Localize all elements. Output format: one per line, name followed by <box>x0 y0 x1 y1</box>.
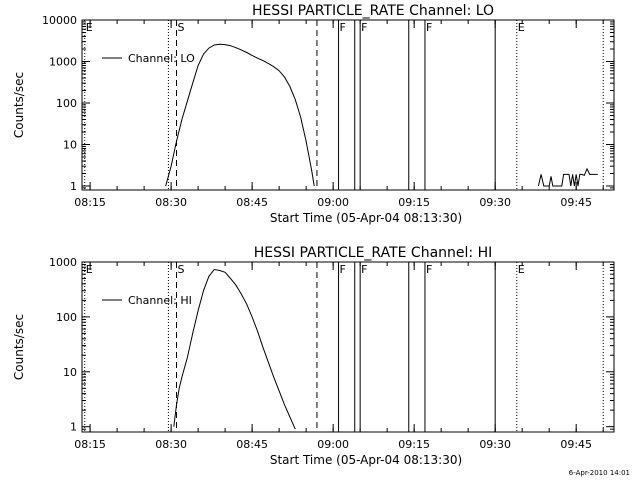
y-tick-label: 1000 <box>49 55 77 68</box>
event-marker-label: F <box>426 263 432 276</box>
x-tick-label: 09:45 <box>560 196 592 209</box>
y-tick-label: 1 <box>70 421 77 434</box>
legend-label: Channel: HI <box>128 294 192 307</box>
event-marker-label: S <box>178 263 185 276</box>
x-tick-label: 08:15 <box>74 196 106 209</box>
event-marker-label: F <box>340 263 346 276</box>
y-tick-label: 1 <box>70 180 77 193</box>
series-line <box>173 268 296 430</box>
x-tick-label: 09:45 <box>560 438 592 451</box>
x-tick-label: 09:00 <box>317 438 349 451</box>
footer-date: 6-Apr-2010 14:01 <box>569 469 630 477</box>
x-tick-label: 08:45 <box>236 438 268 451</box>
y-tick-label: 10 <box>63 138 77 151</box>
legend-label: Channel: LO <box>128 52 195 65</box>
chart-panel-lo: HESSI PARTICLE_RATE Channel: LO 08:15 08:3… <box>12 3 615 225</box>
chart-panel-hi: HESSI PARTICLE_RATE Channel: HI 08:15 08:3… <box>12 245 615 467</box>
x-tick-label: 08:15 <box>74 438 106 451</box>
y-tick-label: 10 <box>63 366 77 379</box>
x-tick-label: 09:30 <box>479 438 511 451</box>
y-axis-label: Counts/sec <box>12 72 26 138</box>
y-tick-label: 100 <box>56 97 77 110</box>
x-tick-label: 08:30 <box>155 196 187 209</box>
x-tick-label: 08:45 <box>236 196 268 209</box>
x-tick-label: 09:30 <box>479 196 511 209</box>
event-marker-label: F <box>361 21 367 34</box>
event-marker-label: F <box>340 21 346 34</box>
x-tick-label: 09:15 <box>398 438 430 451</box>
x-tick-label: 09:15 <box>398 196 430 209</box>
y-tick-label: 100 <box>56 311 77 324</box>
y-axis-label: Counts/sec <box>12 314 26 380</box>
event-marker-label: E <box>86 21 93 34</box>
x-tick-label: 09:00 <box>317 196 349 209</box>
chart-title: HESSI PARTICLE_RATE Channel: HI <box>254 245 492 261</box>
x-axis-label: Start Time (05-Apr-04 08:13:30) <box>270 211 462 225</box>
y-tick-label: 1000 <box>49 256 77 269</box>
x-tick-label: 08:30 <box>155 438 187 451</box>
chart-title: HESSI PARTICLE_RATE Channel: LO <box>252 3 494 19</box>
event-marker-label: E <box>518 21 525 34</box>
event-marker-label: F <box>361 263 367 276</box>
series-line <box>537 167 598 187</box>
event-marker-label: E <box>86 263 93 276</box>
event-marker-label: E <box>518 263 525 276</box>
series-line <box>165 43 315 187</box>
plot-frame <box>81 261 615 433</box>
x-axis-label: Start Time (05-Apr-04 08:13:30) <box>270 453 462 467</box>
event-marker-label: F <box>426 21 432 34</box>
y-tick-label: 10000 <box>42 14 77 27</box>
event-marker-label: S <box>178 21 185 34</box>
